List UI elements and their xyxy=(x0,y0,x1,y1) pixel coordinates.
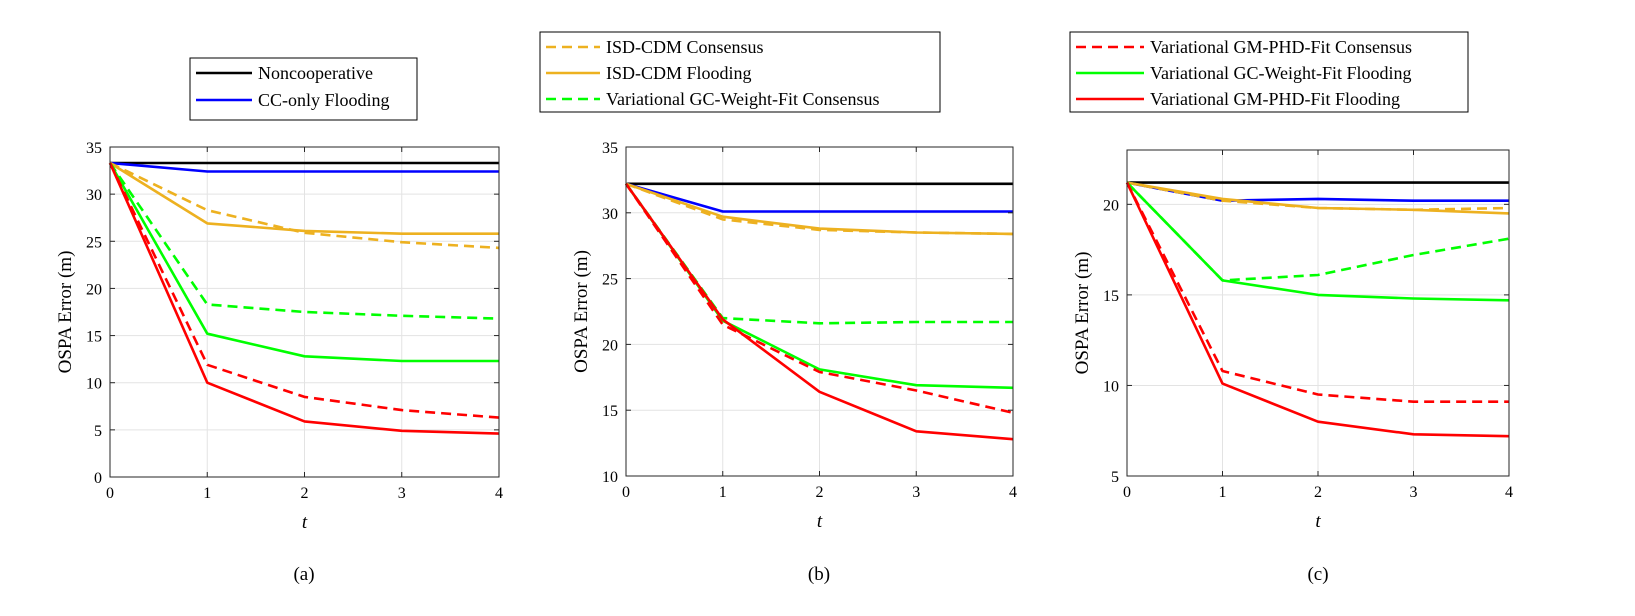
x-tick-label: 3 xyxy=(1410,484,1418,501)
y-tick-label: 20 xyxy=(86,281,102,298)
panel-c: Variational GM-PHD-Fit Consensus Variati… xyxy=(1069,31,1513,585)
x-tick-label: 2 xyxy=(301,485,309,502)
series-line xyxy=(1126,181,1510,302)
x-tick-label: 3 xyxy=(398,485,406,502)
x-tick-label: 4 xyxy=(1009,484,1017,501)
x-tick-label: 2 xyxy=(1314,484,1322,501)
y-tick-label: 25 xyxy=(86,234,102,251)
series-line xyxy=(109,161,499,235)
legend-label: ISD-CDM Flooding xyxy=(606,63,752,83)
legend-b: ISD-CDM Consensus ISD-CDM Flooding Varia… xyxy=(539,31,941,113)
legend-label: Variational GM-PHD-Fit Consensus xyxy=(1150,37,1412,57)
series-line xyxy=(624,183,1014,441)
y-tick-label: 0 xyxy=(94,470,102,487)
y-tick-label: 30 xyxy=(86,187,102,204)
y-tick-label: 15 xyxy=(1103,288,1119,305)
x-tick-label: 3 xyxy=(912,484,920,501)
x-tick-label: 1 xyxy=(1219,484,1227,501)
y-axis-label: OSPA Error (m) xyxy=(55,251,76,374)
y-tick-label: 5 xyxy=(94,423,102,440)
x-tick-label: 2 xyxy=(816,484,824,501)
y-tick-label: 25 xyxy=(602,272,618,289)
x-tick-label: 0 xyxy=(622,484,630,501)
series-line xyxy=(108,162,500,419)
y-tick-label: 20 xyxy=(1103,197,1119,214)
x-tick-label: 0 xyxy=(106,485,114,502)
y-tick-label: 15 xyxy=(602,403,618,420)
legend-label: Variational GC-Weight-Fit Flooding xyxy=(1150,63,1412,83)
x-axis-label: t xyxy=(817,511,823,532)
x-axis-label: t xyxy=(302,512,308,533)
panel-b: ISD-CDM Consensus ISD-CDM Flooding Varia… xyxy=(539,31,1017,585)
x-tick-label: 1 xyxy=(719,484,727,501)
x-tick-label: 1 xyxy=(203,485,211,502)
y-tick-label: 35 xyxy=(602,140,618,157)
series-line xyxy=(624,183,1013,325)
series-line xyxy=(1125,182,1509,404)
y-tick-label: 30 xyxy=(602,206,618,223)
panel-caption: (b) xyxy=(808,564,830,585)
legend-label: Variational GM-PHD-Fit Flooding xyxy=(1150,89,1400,109)
panel-caption: (c) xyxy=(1307,564,1328,585)
y-axis-label: OSPA Error (m) xyxy=(1072,252,1093,375)
panel-caption: (a) xyxy=(293,564,314,585)
y-tick-label: 5 xyxy=(1111,469,1119,486)
panel-a: Noncooperative CC-only Flooding 0 1 2 3 4 0 5 1… xyxy=(55,57,503,585)
series-line xyxy=(108,162,499,363)
legend-label: ISD-CDM Consensus xyxy=(606,37,764,57)
legend-label: CC-only Flooding xyxy=(258,90,390,110)
series-line xyxy=(1125,182,1510,438)
series-line xyxy=(625,182,1013,213)
series-line xyxy=(1126,181,1510,215)
x-tick-label: 4 xyxy=(1505,484,1513,501)
legend-c: Variational GM-PHD-Fit Consensus Variati… xyxy=(1069,31,1469,113)
legend-box xyxy=(539,31,941,113)
series-line xyxy=(624,183,1014,415)
legend-box xyxy=(189,57,418,121)
series-line xyxy=(108,162,500,435)
legend-a: Noncooperative CC-only Flooding xyxy=(189,57,418,121)
series-line xyxy=(109,161,499,173)
y-tick-label: 10 xyxy=(602,469,618,486)
legend-label: Variational GC-Weight-Fit Consensus xyxy=(606,89,880,109)
series-line xyxy=(109,161,500,250)
y-tick-label: 10 xyxy=(86,376,102,393)
x-axis-label: t xyxy=(1315,511,1321,532)
series-line xyxy=(625,182,1014,236)
y-axis-label: OSPA Error (m) xyxy=(571,250,592,373)
legend-label: Noncooperative xyxy=(258,63,373,83)
y-tick-label: 20 xyxy=(602,337,618,354)
y-tick-label: 10 xyxy=(1103,378,1119,395)
series-line xyxy=(108,162,500,320)
y-tick-label: 15 xyxy=(86,329,102,346)
x-tick-label: 4 xyxy=(495,485,503,502)
plot-b: 0 1 2 3 4 10 15 20 25 30 35 t OSPA Error (m) xyxy=(571,140,1017,532)
y-tick-label: 35 xyxy=(86,140,102,157)
plot-a: 0 1 2 3 4 0 5 10 15 20 25 30 35 t OSPA Error (m) xyxy=(55,140,503,533)
x-tick-label: 0 xyxy=(1123,484,1131,501)
series-line xyxy=(1126,181,1510,282)
plot-c: 0 1 2 3 4 5 10 15 20 t OSPA Error (m) xyxy=(1072,149,1513,532)
